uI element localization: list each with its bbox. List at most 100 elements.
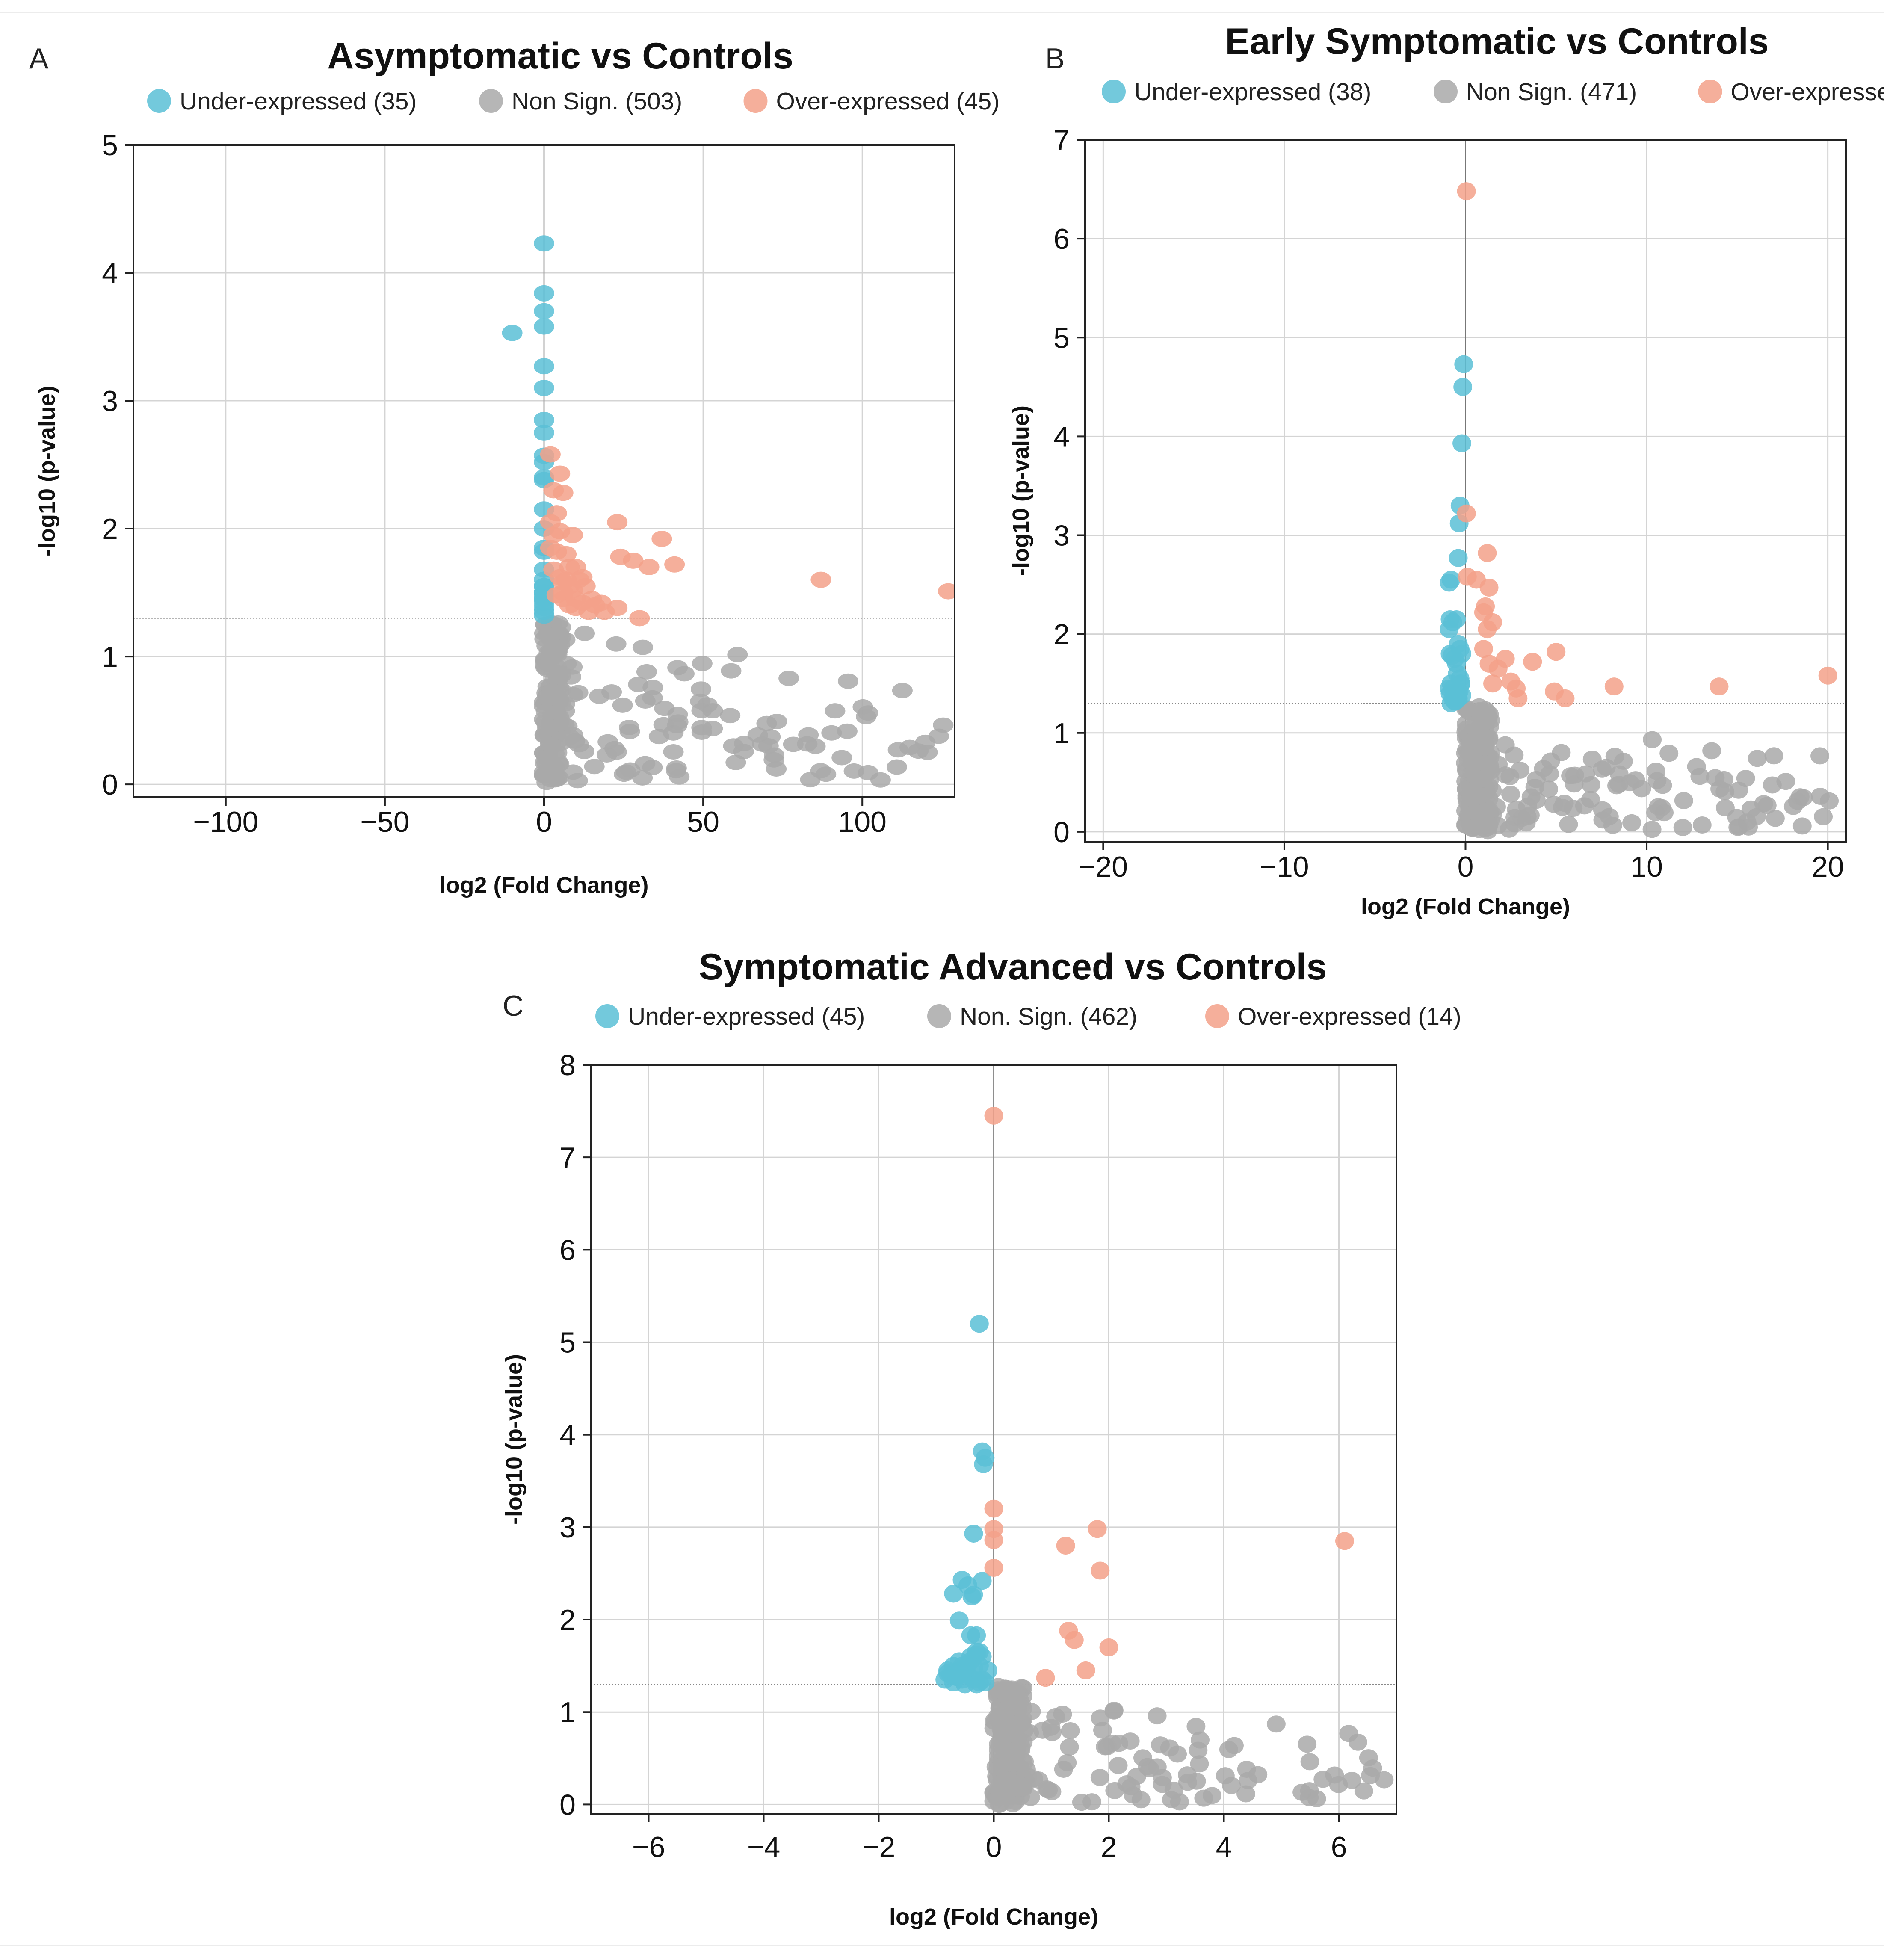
point-nonsign: [1464, 754, 1482, 772]
point-nonsign: [892, 683, 913, 698]
point-over: [639, 559, 660, 575]
point-nonsign: [691, 720, 712, 735]
point-over: [1457, 182, 1476, 200]
point-over: [1335, 1532, 1354, 1550]
chart-title: Symptomatic Advanced vs Controls: [699, 946, 1327, 987]
point-nonsign: [584, 759, 605, 774]
point-under: [944, 1585, 963, 1603]
point-under: [1452, 435, 1471, 452]
point-nonsign: [993, 1721, 1012, 1738]
point-nonsign: [697, 697, 718, 712]
y-tick-label: 0: [1053, 816, 1070, 848]
legend-marker-under: [147, 89, 171, 113]
point-under: [1440, 574, 1458, 591]
point-over: [607, 514, 627, 530]
point-nonsign: [1186, 1718, 1205, 1735]
y-tick-label: 5: [1053, 322, 1070, 354]
point-nonsign: [858, 765, 878, 780]
point-nonsign: [721, 663, 741, 679]
point-nonsign: [669, 769, 689, 785]
x-tick-label: −100: [193, 806, 258, 838]
point-over: [1556, 689, 1574, 707]
point-under: [534, 607, 554, 624]
point-over: [985, 1559, 1003, 1577]
point-under: [502, 325, 523, 341]
point-over: [1478, 544, 1497, 562]
point-nonsign: [933, 718, 953, 733]
point-nonsign: [1748, 750, 1767, 767]
point-nonsign: [1622, 814, 1641, 831]
point-nonsign: [1343, 1772, 1361, 1789]
point-nonsign: [1544, 796, 1563, 813]
point-under: [1449, 549, 1468, 567]
legend-item-under: Under-expressed (45): [595, 1003, 865, 1030]
point-nonsign: [1117, 1775, 1136, 1792]
point-nonsign: [1715, 783, 1734, 800]
x-axis-label: log2 (Fold Change): [889, 1904, 1098, 1930]
point-over: [565, 591, 586, 607]
point-nonsign: [1603, 817, 1622, 834]
point-under: [1453, 378, 1472, 396]
point-nonsign: [542, 683, 562, 699]
point-nonsign: [760, 729, 781, 745]
y-axis-label: -log10 (p-value): [1008, 405, 1034, 576]
point-nonsign: [831, 750, 852, 765]
y-tick-label: 4: [102, 257, 118, 290]
point-nonsign: [1643, 731, 1662, 748]
point-nonsign: [1517, 814, 1536, 831]
point-nonsign: [763, 752, 784, 768]
point-nonsign: [1307, 1790, 1326, 1807]
point-nonsign: [1043, 1724, 1062, 1741]
point-nonsign: [574, 626, 595, 641]
point-nonsign: [633, 640, 653, 655]
legend-label: Over-expressed (14): [1238, 1003, 1461, 1030]
point-nonsign: [1060, 1738, 1079, 1756]
point-nonsign: [1267, 1715, 1286, 1732]
y-tick-label: 4: [559, 1419, 576, 1452]
point-nonsign: [1728, 819, 1747, 836]
point-under: [534, 358, 554, 374]
y-tick-label: 0: [102, 769, 118, 801]
point-nonsign: [1610, 766, 1629, 783]
point-nonsign: [1764, 747, 1783, 764]
x-tick-label: 20: [1812, 851, 1844, 883]
point-nonsign: [1527, 771, 1546, 788]
y-tick-label: 3: [102, 385, 118, 417]
point-over: [1605, 677, 1624, 695]
x-tick-label: 0: [1458, 851, 1474, 883]
point-nonsign: [1647, 772, 1666, 789]
point-over: [1508, 689, 1527, 707]
x-axis-label: log2 (Fold Change): [440, 872, 649, 898]
point-nonsign: [727, 647, 748, 662]
point-nonsign: [1082, 1793, 1101, 1810]
point-nonsign: [1687, 758, 1706, 775]
point-nonsign: [536, 704, 556, 719]
point-nonsign: [642, 680, 663, 695]
point-nonsign: [1168, 1745, 1187, 1762]
point-over: [629, 610, 650, 626]
point-nonsign: [1626, 771, 1645, 788]
point-under: [967, 1626, 986, 1644]
point-nonsign: [778, 671, 799, 686]
point-under: [534, 425, 554, 441]
point-over: [985, 1107, 1003, 1125]
point-under: [964, 1525, 983, 1543]
point-nonsign: [1011, 1742, 1030, 1759]
y-axis-label: -log10 (p-value): [501, 1354, 527, 1525]
point-nonsign: [1359, 1749, 1378, 1766]
point-nonsign: [1194, 1790, 1213, 1807]
point-nonsign: [1552, 744, 1570, 761]
legend-label: Under-expressed (35): [180, 88, 417, 115]
legend-marker-under: [595, 1004, 619, 1028]
y-tick-label: 2: [1053, 618, 1070, 651]
point-over: [985, 1500, 1003, 1518]
panel-label: A: [29, 42, 49, 75]
legend-item-over: Over-expressed (25): [1698, 78, 1884, 106]
point-under: [534, 319, 554, 335]
legend-item-under: Under-expressed (35): [147, 88, 417, 115]
y-tick-label: 2: [102, 513, 118, 545]
point-over: [1819, 667, 1837, 685]
point-under: [976, 1449, 994, 1467]
legend-label: Under-expressed (38): [1134, 78, 1371, 106]
